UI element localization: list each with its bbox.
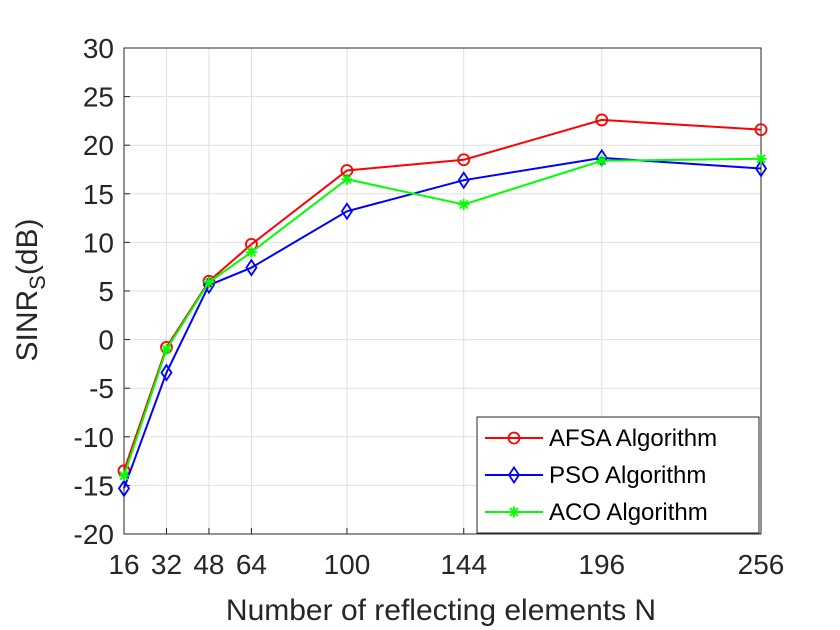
legend-entry: AFSA Algorithm: [485, 425, 717, 452]
diamond-marker: [245, 258, 258, 277]
x-tick-label: 48: [193, 549, 224, 580]
star-marker: [458, 198, 470, 210]
legend-entry: ACO Algorithm: [485, 499, 708, 526]
series-line: [123, 156, 762, 489]
x-tick-label: 32: [151, 549, 182, 580]
diamond-marker: [160, 363, 173, 382]
y-tick-label: -20: [74, 519, 114, 550]
star-marker: [341, 173, 353, 185]
y-axis-label: SINRS(dB): [11, 218, 50, 361]
grid: [123, 47, 762, 535]
y-tick-label: 25: [83, 82, 114, 113]
star-marker: [508, 506, 520, 518]
star-marker: [596, 155, 608, 167]
y-tick-label: 0: [98, 325, 114, 356]
circle-marker: [595, 113, 609, 127]
x-tick-label: 64: [236, 549, 267, 580]
x-tick-label: 144: [440, 549, 487, 580]
star-marker: [245, 246, 257, 258]
legend-entry: PSO Algorithm: [485, 462, 706, 489]
star-marker: [118, 470, 130, 482]
y-tick-label: -10: [74, 422, 114, 453]
y-axis-label-main: SINR: [11, 290, 44, 362]
legend-label: ACO Algorithm: [549, 499, 708, 526]
data-series: [117, 113, 768, 498]
x-tick-label: 16: [108, 549, 139, 580]
y-tick-label: 20: [83, 130, 114, 161]
diamond-marker: [457, 171, 470, 190]
legend-label: PSO Algorithm: [549, 462, 706, 489]
circle-marker: [457, 153, 471, 167]
legend: AFSA Algorithm PSO Algorithm ACO Algorithm: [476, 416, 760, 534]
y-tick-label: -15: [74, 470, 114, 501]
y-tick-label: 15: [83, 179, 114, 210]
diamond-marker: [340, 202, 354, 221]
circle-marker: [754, 123, 768, 137]
series-line: [123, 157, 762, 476]
y-tick-label: 5: [98, 276, 114, 307]
diamond-marker: [507, 465, 521, 485]
diamond-marker: [117, 479, 131, 498]
circle-marker: [507, 431, 521, 445]
x-tick-label: 256: [738, 549, 785, 580]
star-marker: [160, 343, 172, 355]
y-axis-label-tail: (dB): [11, 218, 44, 275]
y-axis-label-subscript: S: [25, 275, 50, 290]
axis-ticks: 16 32 48 64 100 144 196 256 -20 -15 -10 -5 0 5 10 15 20 2…: [74, 33, 785, 580]
series-aco-algorithm: [118, 153, 767, 482]
diamond-marker: [754, 159, 768, 178]
y-tick-label: 30: [83, 33, 114, 64]
star-marker: [203, 276, 215, 288]
legend-label: AFSA Algorithm: [549, 425, 717, 452]
x-tick-label: 100: [324, 549, 371, 580]
y-tick-label: 10: [83, 227, 114, 258]
star-marker: [755, 153, 767, 165]
y-tick-label: -5: [89, 373, 114, 404]
x-tick-label: 196: [578, 549, 625, 580]
x-axis-label: Number of reflecting elements N: [226, 594, 656, 627]
